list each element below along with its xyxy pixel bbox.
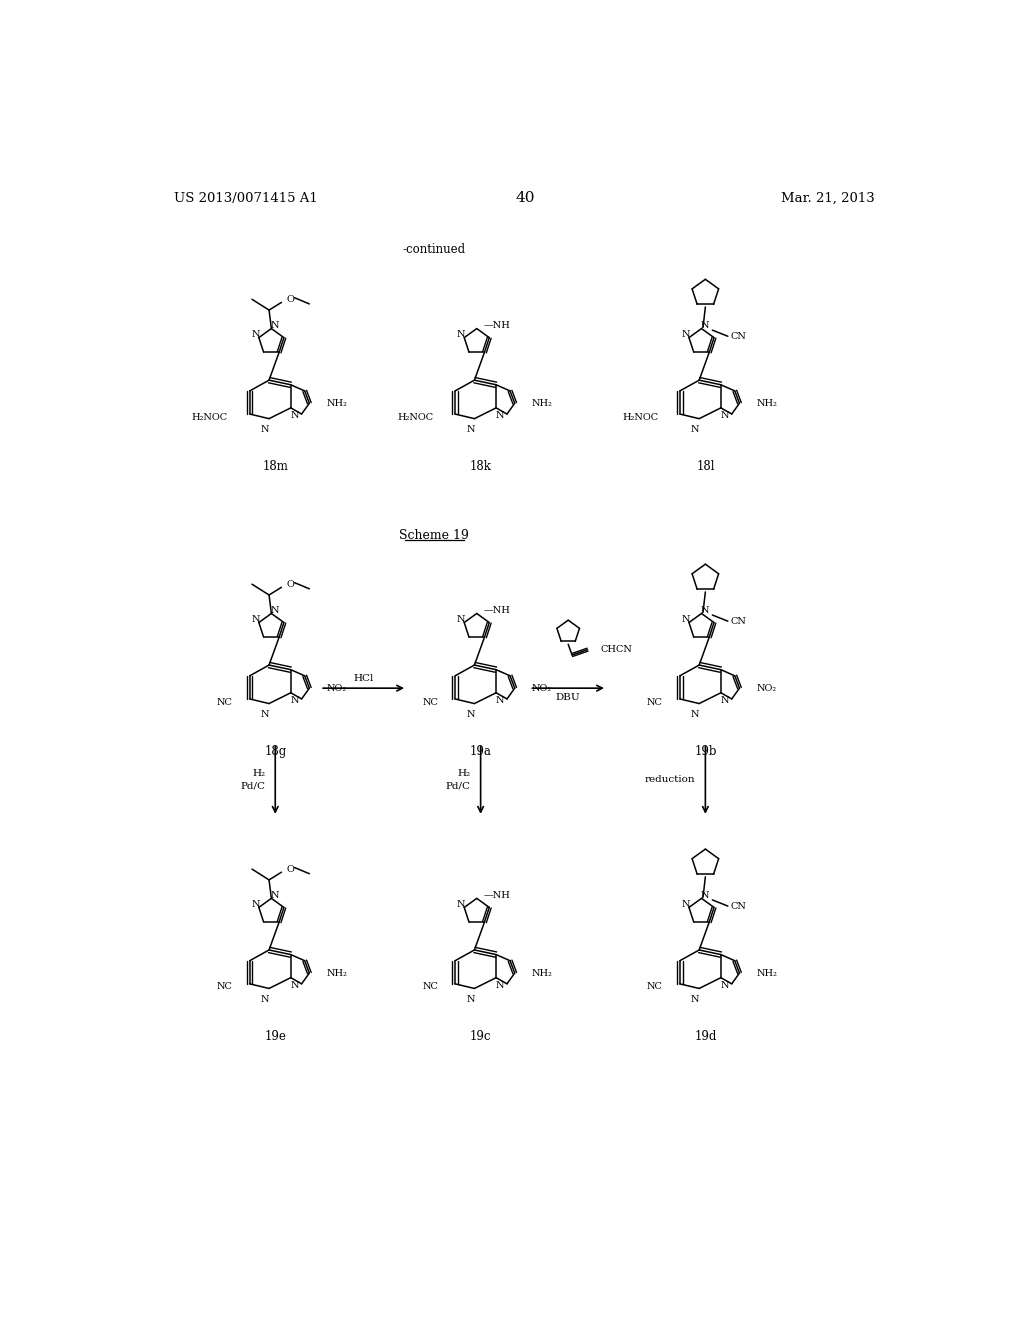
Text: 40: 40: [515, 191, 535, 206]
Text: -continued: -continued: [402, 243, 466, 256]
Text: reduction: reduction: [645, 775, 695, 784]
Text: N: N: [721, 696, 729, 705]
Text: N: N: [252, 330, 260, 339]
Text: N: N: [682, 615, 690, 624]
Text: N: N: [700, 321, 709, 330]
Text: 18l: 18l: [696, 459, 715, 473]
Text: NC: NC: [422, 697, 438, 706]
Text: N: N: [291, 696, 299, 705]
Text: NC: NC: [217, 697, 232, 706]
Text: N: N: [261, 710, 269, 719]
Text: NO₂: NO₂: [531, 684, 552, 693]
Text: NC: NC: [217, 982, 232, 991]
Text: —NH: —NH: [483, 606, 511, 615]
Text: 19a: 19a: [470, 744, 492, 758]
Text: Pd/C: Pd/C: [241, 781, 265, 791]
Text: N: N: [457, 330, 465, 339]
Text: DBU: DBU: [556, 693, 581, 702]
Text: N: N: [261, 425, 269, 434]
Text: N: N: [496, 696, 504, 705]
Text: N: N: [270, 891, 279, 900]
Text: Mar. 21, 2013: Mar. 21, 2013: [781, 191, 876, 205]
Text: NO₂: NO₂: [757, 684, 776, 693]
Text: O: O: [286, 865, 294, 874]
Text: N: N: [691, 995, 699, 1003]
Text: NC: NC: [647, 982, 663, 991]
Text: Pd/C: Pd/C: [445, 781, 471, 791]
Text: N: N: [700, 891, 709, 900]
Text: —NH: —NH: [483, 321, 511, 330]
Text: N: N: [700, 606, 709, 615]
Text: NH₂: NH₂: [531, 399, 553, 408]
Text: 19d: 19d: [694, 1030, 717, 1043]
Text: N: N: [682, 330, 690, 339]
Text: NH₂: NH₂: [757, 399, 777, 408]
Text: CHCN: CHCN: [601, 645, 633, 655]
Text: O: O: [286, 294, 294, 304]
Text: H₂NOC: H₂NOC: [191, 413, 228, 421]
Text: 18m: 18m: [262, 459, 288, 473]
Text: US 2013/0071415 A1: US 2013/0071415 A1: [174, 191, 318, 205]
Text: NO₂: NO₂: [327, 684, 346, 693]
Text: N: N: [270, 606, 279, 615]
Text: —NH: —NH: [483, 891, 511, 900]
Text: N: N: [457, 615, 465, 624]
Text: N: N: [252, 900, 260, 909]
Text: NH₂: NH₂: [327, 969, 347, 978]
Text: Scheme 19: Scheme 19: [399, 529, 469, 543]
Text: NH₂: NH₂: [327, 399, 347, 408]
Text: N: N: [466, 425, 475, 434]
Text: 19c: 19c: [470, 1030, 492, 1043]
Text: 18k: 18k: [470, 459, 492, 473]
Text: 19e: 19e: [264, 1030, 286, 1043]
Text: N: N: [457, 900, 465, 909]
Text: H₂NOC: H₂NOC: [622, 413, 658, 421]
Text: N: N: [721, 411, 729, 420]
Text: HCl: HCl: [353, 675, 374, 684]
Text: 18g: 18g: [264, 744, 287, 758]
Text: NH₂: NH₂: [531, 969, 553, 978]
Text: N: N: [682, 900, 690, 909]
Text: N: N: [721, 981, 729, 990]
Text: 19b: 19b: [694, 744, 717, 758]
Text: CN: CN: [731, 902, 746, 911]
Text: CN: CN: [731, 616, 746, 626]
Text: N: N: [270, 321, 279, 330]
Text: N: N: [261, 995, 269, 1003]
Text: N: N: [691, 425, 699, 434]
Text: N: N: [291, 981, 299, 990]
Text: H₂NOC: H₂NOC: [397, 413, 433, 421]
Text: N: N: [496, 411, 504, 420]
Text: CN: CN: [731, 331, 746, 341]
Text: NH₂: NH₂: [757, 969, 777, 978]
Text: N: N: [466, 710, 475, 719]
Text: N: N: [466, 995, 475, 1003]
Text: N: N: [496, 981, 504, 990]
Text: N: N: [691, 710, 699, 719]
Text: O: O: [286, 579, 294, 589]
Text: NC: NC: [647, 697, 663, 706]
Text: NC: NC: [422, 982, 438, 991]
Text: H₂: H₂: [458, 770, 471, 777]
Text: N: N: [252, 615, 260, 624]
Text: N: N: [291, 411, 299, 420]
Text: H₂: H₂: [252, 770, 265, 777]
